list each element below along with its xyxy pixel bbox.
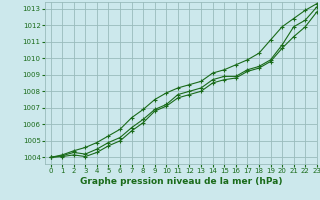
X-axis label: Graphe pression niveau de la mer (hPa): Graphe pression niveau de la mer (hPa) — [80, 177, 282, 186]
